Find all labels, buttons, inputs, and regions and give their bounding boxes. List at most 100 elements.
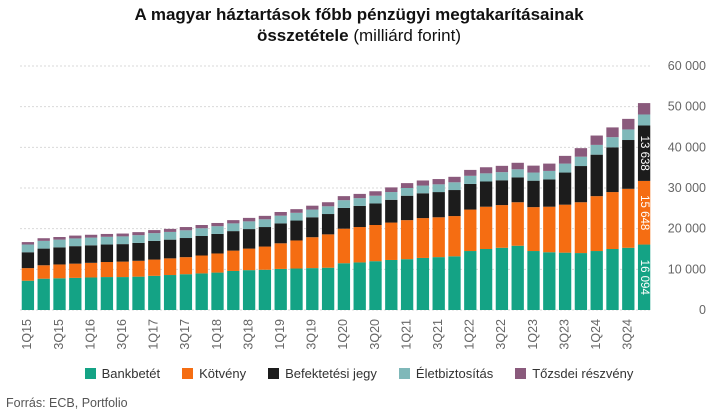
bar-segment [21,252,35,269]
bar-segment [369,203,382,226]
legend-label: Kötvény [199,366,247,381]
bar-segment [337,263,351,310]
bar-segment [258,227,272,247]
bar-segment [622,129,635,141]
legend-item: Bankbetét [84,366,160,381]
legend-label: Tőzsdei részvény [532,366,634,381]
bar-segment [306,268,319,310]
y-tick-label: 60 000 [668,59,706,73]
bar-segment [242,217,256,222]
y-tick-label: 30 000 [668,181,706,195]
bar-segment [21,242,35,245]
bar-segment [543,170,556,180]
bar-segment [590,154,603,197]
bar-segment [622,140,635,189]
bar-segment [53,247,66,265]
bar-segment [558,163,572,173]
bar-segment [432,192,445,218]
bar-segment [132,232,145,236]
x-tick-label: 3Q16 [115,319,129,350]
bar-segment [148,240,161,260]
bar-segment [353,205,366,228]
bar-segment [163,231,177,240]
bar-segment [37,240,50,249]
legend-label: Életbiztosítás [415,366,494,381]
bar-segment [495,165,509,173]
bar-segment [416,185,430,194]
legend-swatch [398,368,410,379]
bar-segment [211,253,224,273]
legend-item: Kötvény [182,366,246,381]
bar-segment [590,251,603,310]
bar-segment [511,169,524,178]
bar-segment [69,235,82,239]
bar-segment [337,200,351,208]
bar-segment [148,259,161,276]
bar-segment [290,240,303,269]
bar-segment [353,198,366,206]
bar-segment [132,276,145,310]
bar-segment [306,217,319,238]
bar-segment [69,246,82,264]
bar-segment [37,238,50,241]
bar-segment [416,218,430,258]
x-tick-label: 3Q17 [178,319,192,350]
bar-segment [84,245,98,263]
bar-segment [432,217,445,258]
bar-segment [400,259,414,310]
bar-segment [163,228,177,232]
bar-segment [637,114,651,126]
x-tick-label: 3Q23 [557,319,571,350]
bar-segment [84,262,98,278]
bar-segment [464,209,477,252]
bar-segment [432,184,445,193]
bar-segment [258,215,272,220]
y-tick-label: 40 000 [668,140,706,154]
bar-segment [622,247,635,310]
bar-segment [163,275,177,310]
bar-segment [148,275,161,310]
x-tick-label: 1Q17 [147,319,161,350]
x-tick-label: 3Q19 [305,319,319,350]
bar-segment [448,176,461,183]
bar-segment [258,269,272,310]
bar-segment [337,228,351,264]
bar-segment [400,195,414,221]
chart-legend: Bankbetét Kötvény Befektetési jegy Életbizt… [0,366,718,381]
bar-segment [179,230,193,239]
bar-segment [479,249,493,310]
bar-segment [511,177,524,203]
bar-segment [53,264,66,279]
bar-segment [132,235,145,243]
bar-segment [574,202,588,254]
x-tick-label: 1Q20 [336,319,350,350]
bar-segment [590,196,603,252]
bar-segment [353,193,366,199]
bar-segment [258,219,272,228]
bar-segment [211,272,224,310]
bar-segment [385,199,398,223]
bar-segment [148,233,161,241]
bar-segment [321,234,335,268]
bar-segment [448,190,461,217]
bar-segment [53,278,66,310]
legend-swatch [182,368,194,379]
bar-segment [448,182,461,191]
bar-segment [242,221,256,230]
x-tick-label: 3Q15 [52,319,66,350]
bar-segment [558,172,572,205]
bar-segment [179,274,193,310]
bar-segment [179,257,193,275]
bar-segment [637,180,651,245]
bar-segment [69,263,82,278]
bar-segment [321,267,335,310]
bar-segment [21,280,35,310]
y-tick-label: 10 000 [668,262,706,276]
bar-segment [385,192,398,200]
bar-segment [274,215,287,224]
bar-segment [69,277,82,310]
bar-segment [416,180,430,186]
bar-segment [211,222,224,227]
bar-segment [574,148,588,157]
bar-segment [479,181,493,207]
